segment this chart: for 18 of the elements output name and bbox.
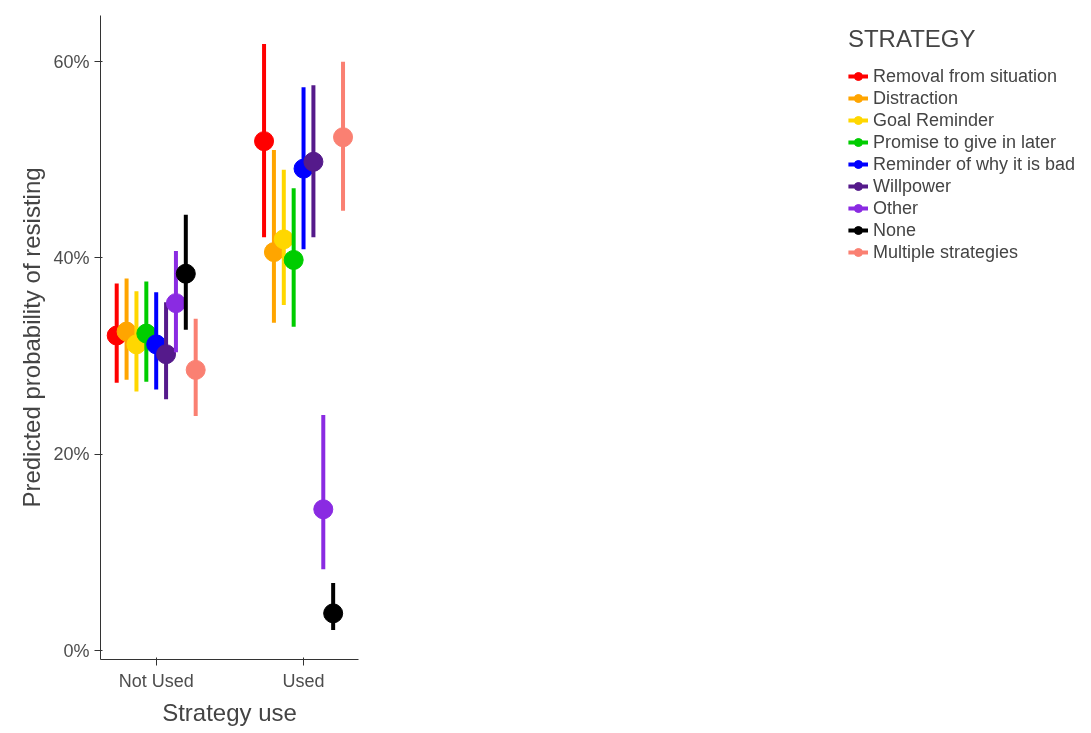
legend-label: Removal from situation [872,65,1057,87]
x-tick-label: Used [282,670,325,691]
y-axis-title: Predicted probability of resisting [18,167,46,508]
y-tick-label: 40% [53,247,90,268]
legend-label: Willpower [872,175,951,197]
legend-label: None [872,219,916,241]
x-axis-title: Strategy use [162,698,297,726]
legend-label: Promise to give in later [872,131,1056,153]
legend-label: Distraction [872,87,958,109]
legend-label: Other [872,197,918,219]
x-tick-label: Not Used [118,670,194,691]
y-tick-label: 20% [53,444,90,465]
legend-title: STRATEGY [847,25,977,53]
legend-label: Reminder of why it is bad [872,153,1075,175]
y-tick-label: 0% [63,640,90,661]
legend-label: Multiple strategies [872,241,1018,263]
legend-label: Goal Reminder [872,109,994,131]
y-tick-label: 60% [53,51,90,72]
